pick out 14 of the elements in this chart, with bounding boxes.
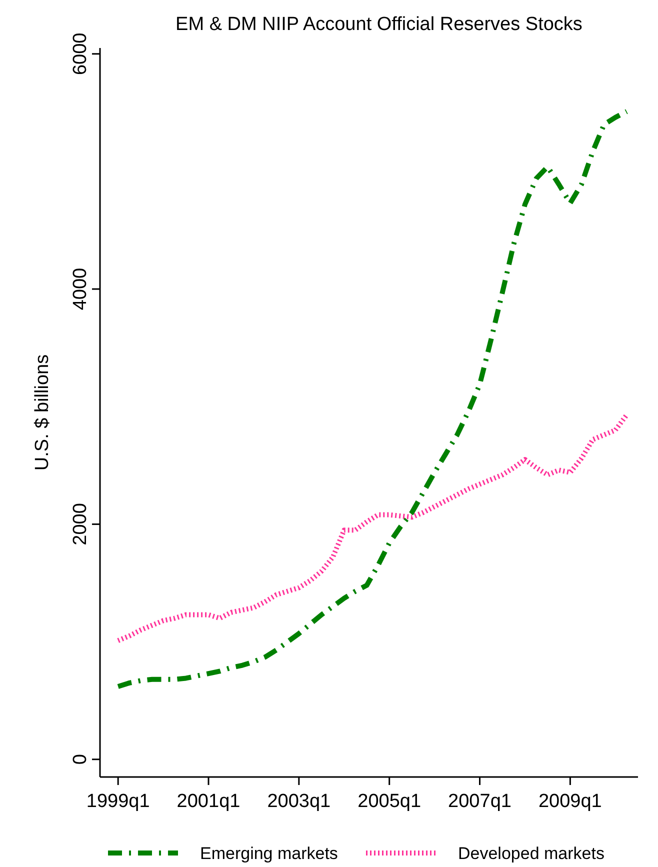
legend-label: Emerging markets — [200, 844, 338, 863]
chart-title: EM & DM NIIP Account Official Reserves Stocks — [176, 14, 582, 35]
x-tick-label: 2005q1 — [358, 791, 422, 812]
x-tick-label: 2007q1 — [448, 791, 512, 812]
y-tick-label: 0 — [70, 754, 91, 765]
x-tick-label: 1999q1 — [86, 791, 150, 812]
legend-label: Developed markets — [458, 844, 604, 863]
x-tick-label: 2009q1 — [538, 791, 602, 812]
y-axis-title: U.S. $ billions — [32, 354, 53, 471]
y-tick-label: 6000 — [70, 32, 91, 76]
x-tick-label: 2001q1 — [176, 791, 240, 812]
y-tick-label: 4000 — [70, 268, 91, 310]
x-tick-label: 2003q1 — [267, 791, 331, 812]
y-tick-label: 2000 — [70, 503, 91, 546]
